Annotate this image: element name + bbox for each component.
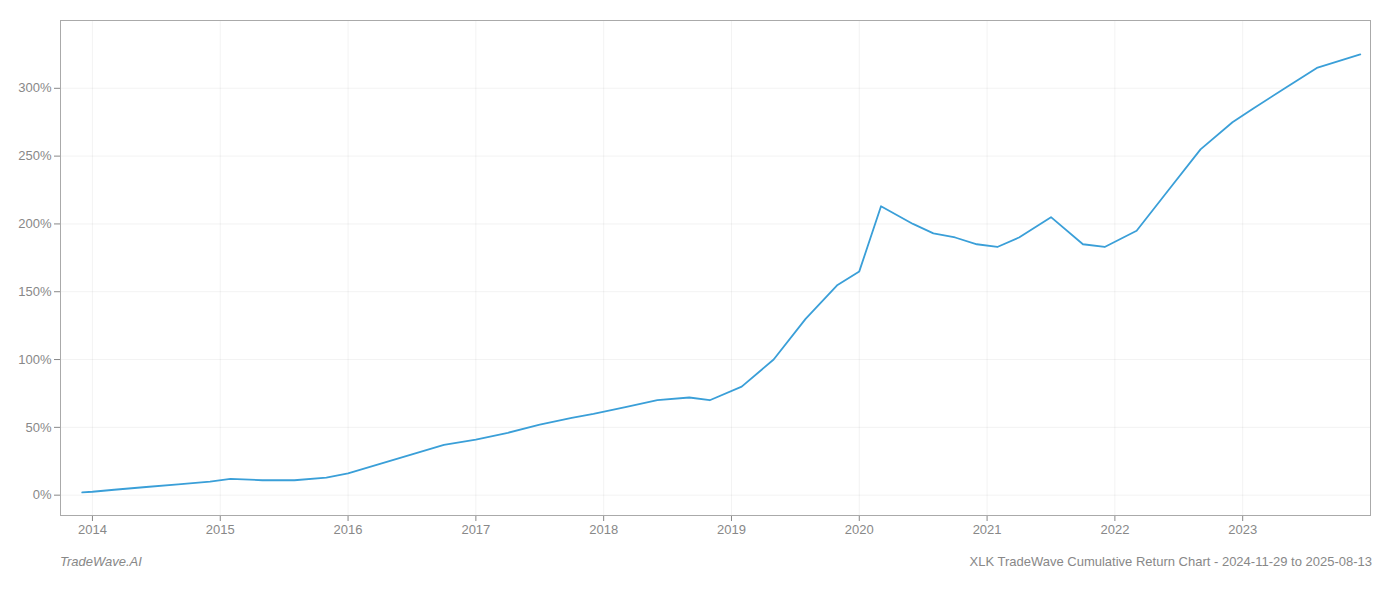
svg-text:50%: 50% <box>25 420 51 435</box>
svg-text:2021: 2021 <box>973 522 1002 537</box>
svg-text:150%: 150% <box>18 284 52 299</box>
html-text:TradeWave.AI: TradeWave.AI <box>60 554 142 569</box>
svg-text:2014: 2014 <box>78 522 107 537</box>
svg-text:300%: 300% <box>18 80 52 95</box>
svg-text:2019: 2019 <box>717 522 746 537</box>
svg-text:2023: 2023 <box>1228 522 1257 537</box>
svg-text:2015: 2015 <box>206 522 235 537</box>
svg-text:2022: 2022 <box>1100 522 1129 537</box>
svg-text:0%: 0% <box>33 487 52 502</box>
svg-text:2018: 2018 <box>589 522 618 537</box>
svg-text:200%: 200% <box>18 216 52 231</box>
svg-text:250%: 250% <box>18 148 52 163</box>
svg-text:2016: 2016 <box>334 522 363 537</box>
svg-text:100%: 100% <box>18 352 52 367</box>
svg-text:2020: 2020 <box>845 522 874 537</box>
html-text:XLK TradeWave Cumulative Retur: XLK TradeWave Cumulative Return Chart - … <box>969 554 1372 569</box>
svg-text:2017: 2017 <box>461 522 490 537</box>
